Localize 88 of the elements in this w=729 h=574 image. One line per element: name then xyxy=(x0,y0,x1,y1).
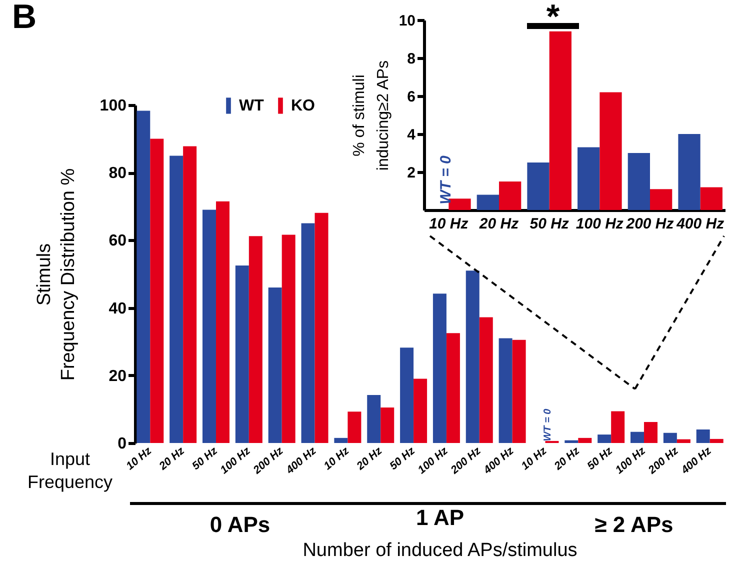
bar xyxy=(367,395,381,443)
bar xyxy=(676,439,690,443)
x-tick-label: 20 Hz xyxy=(156,444,188,474)
bar xyxy=(578,438,592,443)
bar xyxy=(630,432,644,443)
bar xyxy=(334,438,348,443)
text: ≥ 2 APs xyxy=(594,512,674,538)
x-tick-label: 20 Hz xyxy=(552,444,582,474)
y-tick-label: 0 xyxy=(118,436,127,452)
x-tick-label: 400 Hz xyxy=(678,444,714,478)
bar xyxy=(466,270,480,443)
y-tick-label: 10 xyxy=(398,12,416,30)
y-axis-title: Stimuls Frequency Distribution % xyxy=(34,168,79,381)
y-axis-title: % of stimuli inducing≥2 APs xyxy=(350,60,392,171)
bar xyxy=(314,212,328,443)
x-tick-label: 50 Hz xyxy=(190,444,220,473)
bar xyxy=(650,189,672,210)
bar xyxy=(380,408,394,443)
x-tick-label: 50 Hz xyxy=(388,444,418,473)
bar xyxy=(216,201,230,443)
legend-label: WT xyxy=(239,98,264,115)
y-tick-label: 60 xyxy=(108,232,127,250)
annotation: * xyxy=(546,0,560,37)
bar xyxy=(549,31,572,210)
y-tick-label: 80 xyxy=(108,165,127,182)
bar xyxy=(564,440,578,443)
bar xyxy=(628,153,650,210)
x-tick-label: 200 Hz xyxy=(625,216,674,232)
y-tick-label: 40 xyxy=(108,300,127,318)
bar xyxy=(202,210,216,443)
bar xyxy=(663,432,677,443)
x-tick-label: 100 Hz xyxy=(576,216,624,232)
x-tick-label: 100 Hz xyxy=(416,444,451,477)
bar xyxy=(150,138,164,443)
bar xyxy=(348,412,362,443)
bar xyxy=(527,162,550,210)
bar xyxy=(136,110,150,443)
x-tick-label: 200 Hz xyxy=(646,444,682,478)
bar xyxy=(301,223,315,443)
text: 0 APs xyxy=(210,512,270,538)
x-tick-label: 10 Hz xyxy=(519,444,550,473)
text: B xyxy=(12,0,37,37)
x-tick-label: 20 Hz xyxy=(478,216,520,232)
x-tick-label: 400 Hz xyxy=(676,216,725,232)
x-tick-label: 10 Hz xyxy=(322,444,352,473)
bar xyxy=(700,187,722,210)
bar xyxy=(600,92,622,210)
bar xyxy=(598,434,612,443)
bar xyxy=(644,422,658,443)
bar xyxy=(499,182,522,210)
bar xyxy=(678,134,700,210)
bar xyxy=(432,294,446,443)
x-tick-label: 100 Hz xyxy=(613,444,648,477)
bar xyxy=(476,194,499,210)
x-axis-title: Number of induced APs/stimulus xyxy=(302,540,578,562)
x-tick-label: 100 Hz xyxy=(218,444,254,477)
legend-label: KO xyxy=(291,98,315,115)
bar xyxy=(400,348,414,443)
y-tick-label: 4 xyxy=(407,126,416,144)
x-tick-label: 50 Hz xyxy=(530,216,570,232)
bar xyxy=(183,146,197,443)
bar xyxy=(710,438,724,443)
bar xyxy=(479,317,493,443)
y-tick-label: 8 xyxy=(407,50,416,68)
bar xyxy=(446,333,460,443)
x-tick-label: 50 Hz xyxy=(585,444,616,473)
bar xyxy=(611,411,625,443)
annotation: WT = 0 xyxy=(438,156,454,204)
bar xyxy=(170,156,184,443)
y-tick-label: 100 xyxy=(100,98,127,114)
bar xyxy=(448,198,471,210)
bar xyxy=(696,429,710,443)
bar xyxy=(235,266,249,443)
bar xyxy=(512,340,526,443)
y-tick-label: 2 xyxy=(407,164,416,182)
bar xyxy=(282,234,296,443)
y-tick-label: 6 xyxy=(407,88,416,106)
bar xyxy=(248,236,262,443)
bar xyxy=(578,147,600,210)
bar xyxy=(498,338,512,443)
y-tick-label: 20 xyxy=(108,368,127,385)
text: 1 AP xyxy=(416,505,464,531)
text: Input Frequency xyxy=(27,449,113,492)
x-tick-label: 20 Hz xyxy=(354,444,385,474)
bar xyxy=(414,378,428,443)
bar xyxy=(268,288,282,443)
annotation: WT = 0 xyxy=(542,408,554,442)
x-tick-label: 10 Hz xyxy=(429,216,469,232)
